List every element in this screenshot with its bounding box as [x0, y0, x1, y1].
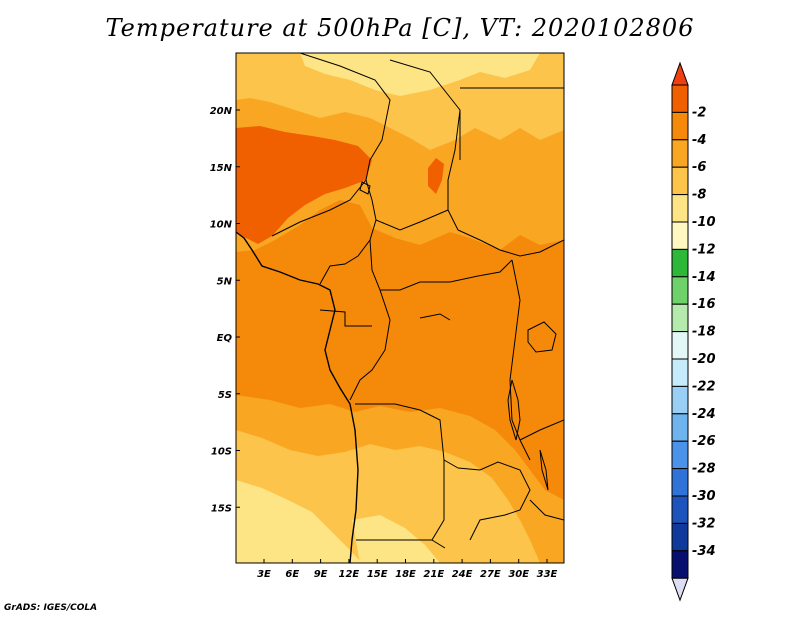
colorbar-segment — [671, 440, 689, 470]
colorbar: -2 -4 -6 -8 -10 -12 -14 -16 -18 -20 -22 -24 -26 -28 -3… — [671, 61, 716, 602]
colorbar-segment — [671, 111, 689, 141]
lake-congo-basin — [419, 313, 451, 321]
border-libya-chad — [389, 59, 461, 160]
lake-chad — [359, 181, 371, 195]
coastline-west-africa — [236, 231, 359, 563]
lon-tick-label: 21E — [423, 569, 444, 580]
colorbar-segment — [671, 248, 689, 278]
colorbar-label: -22 — [692, 379, 716, 394]
lon-tick-label: 27E — [480, 569, 501, 580]
colorbar-label: -2 — [692, 105, 706, 120]
colorbar-label: -16 — [692, 297, 716, 312]
colorbar-segment — [671, 139, 689, 168]
lon-tick-label: 18E — [395, 569, 416, 580]
lon-tick-label: 6E — [285, 569, 299, 580]
colorbar-segment — [671, 221, 689, 250]
colorbar-segment — [671, 303, 689, 333]
colorbar-segment — [671, 276, 689, 305]
border-cameroon-gabon — [319, 309, 372, 327]
map-frame — [235, 52, 565, 564]
colorbar-segment — [671, 522, 689, 552]
lake-tanganyika — [507, 379, 521, 441]
border-congo-drc — [349, 289, 391, 401]
colorbar-label: -18 — [692, 325, 716, 340]
border-zambia-drc — [457, 461, 531, 541]
border-chad-sudan — [447, 109, 461, 231]
border-angola-north — [355, 403, 459, 469]
field-red-central — [428, 158, 444, 194]
lat-tick-label: 5S — [218, 390, 232, 401]
field-yellow-south-east — [352, 515, 440, 563]
temperature-field — [236, 53, 564, 563]
colorbar-label: -26 — [692, 434, 716, 449]
lon-tick-label: 9E — [314, 569, 328, 580]
lon-tick-label: 30E — [508, 569, 529, 580]
colorbar-label: -32 — [692, 516, 716, 531]
lon-tick-label: 24E — [452, 569, 473, 580]
colorbar-label: -12 — [692, 242, 716, 257]
lat-tick-label: 20N — [210, 106, 233, 117]
colorbar-label: -24 — [692, 407, 716, 422]
colorbar-segment — [671, 550, 689, 579]
latitude-axis: 20N 15N 10N 5N EQ 5S 10S 15S — [210, 106, 240, 514]
colorbar-label: -28 — [692, 462, 716, 477]
lon-tick-label: 12E — [339, 569, 360, 580]
colorbar-label: -8 — [692, 188, 706, 203]
border-mozambique — [529, 499, 564, 521]
border-niger-nigeria — [271, 179, 367, 237]
colorbar-segment — [671, 468, 689, 497]
colorbar-segment — [671, 166, 689, 196]
field-red-west — [236, 126, 372, 244]
colorbar-label: -14 — [692, 270, 716, 285]
longitude-axis: 3E 6E 9E 12E 15E 18E 21E 24E 27E 30E 33E — [257, 559, 558, 580]
lake-malawi — [539, 449, 549, 491]
colorbar-label: -4 — [692, 133, 706, 148]
lake-victoria — [527, 321, 557, 353]
border-sudan-ssudan — [457, 229, 564, 257]
lon-tick-label: 3E — [257, 569, 271, 580]
colorbar-label: -10 — [692, 215, 716, 230]
border-algeria-niger — [299, 53, 391, 181]
colorbar-segment — [671, 331, 689, 360]
lon-tick-label: 15E — [367, 569, 388, 580]
border-tanzania — [519, 419, 564, 441]
border-angola-zambia — [431, 460, 446, 549]
border-nigeria-cameroon — [319, 179, 377, 285]
chart-title: Temperature at 500hPa [C], VT: 202010280… — [105, 14, 695, 42]
lat-tick-label: 15S — [211, 503, 232, 514]
field-yellow-north — [300, 53, 540, 96]
colorbar-label: -6 — [692, 160, 706, 175]
lat-tick-label: EQ — [217, 333, 233, 344]
colorbar-segment — [671, 385, 689, 415]
border-car-south — [369, 239, 513, 291]
lat-tick-label: 10N — [210, 220, 233, 231]
colorbar-bottom-arrow — [671, 577, 689, 602]
colorbar-segment — [671, 495, 689, 524]
colorbar-segment — [671, 194, 689, 223]
lat-tick-label: 5N — [217, 276, 233, 287]
colorbar-top-arrow — [671, 61, 689, 86]
grads-credit: GrADS: IGES/COLA — [4, 603, 98, 613]
lon-tick-label: 33E — [537, 569, 558, 580]
colorbar-label: -34 — [692, 544, 716, 559]
border-chad-car — [375, 209, 449, 231]
colorbar-segment — [671, 84, 689, 113]
colorbar-segment — [671, 358, 689, 387]
lat-tick-label: 10S — [211, 447, 232, 458]
colorbar-label: -20 — [692, 352, 716, 367]
field-yellow-south — [236, 480, 362, 563]
political-boundaries — [236, 53, 564, 563]
lat-tick-label: 15N — [210, 163, 233, 174]
colorbar-label: -30 — [692, 489, 716, 504]
field-light-orange-north — [236, 53, 564, 150]
colorbar-segment — [671, 413, 689, 442]
